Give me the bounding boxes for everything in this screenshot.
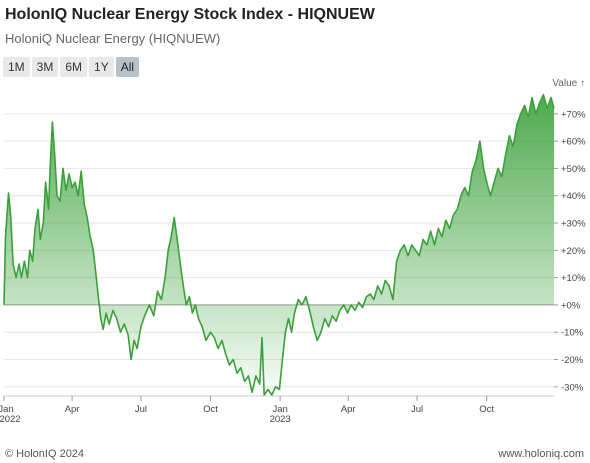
y-tick-label: +30% (561, 219, 586, 230)
x-tick-label: Oct (203, 404, 218, 415)
y-tick-label: +20% (561, 246, 586, 257)
x-tick-year-label: 2022 (0, 414, 21, 425)
x-tick-year-label: 2023 (270, 414, 291, 425)
y-tick-label: +60% (561, 137, 586, 148)
range-button-6m[interactable]: 6M (60, 57, 88, 77)
site-link[interactable]: www.holoniq.com (498, 448, 584, 460)
x-tick-label: Oct (479, 404, 494, 415)
x-tick-label: Apr (65, 404, 80, 415)
x-tick-label: Jan (272, 404, 287, 415)
range-button-1m[interactable]: 1M (3, 57, 30, 77)
range-button-1y[interactable]: 1Y (89, 57, 114, 77)
range-button-3m[interactable]: 3M (31, 57, 59, 77)
x-tick-label: Apr (341, 404, 356, 415)
y-tick-label: +70% (561, 109, 586, 120)
y-tick-label: -30% (561, 382, 584, 393)
y-tick-label: +10% (561, 273, 586, 284)
series-line (3, 93, 555, 396)
y-tick-label: +0% (561, 300, 581, 311)
copyright-text: © HolonIQ 2024 (5, 448, 85, 460)
y-tick-label: +50% (561, 164, 586, 175)
y-tick-label: -20% (561, 355, 584, 366)
x-tick-label: Jan (0, 404, 14, 415)
y-tick-label: +40% (561, 191, 586, 202)
chart-title: HolonIQ Nuclear Energy Stock Index - HIQ… (5, 6, 375, 23)
x-tick-label: Jul (135, 404, 147, 415)
range-selector: 1M 3M 6M 1Y All (3, 57, 140, 77)
y-tick-label: -10% (561, 328, 584, 339)
x-tick-label: Jul (411, 404, 423, 415)
y-axis-title: Value ↑ (552, 78, 585, 89)
range-button-all[interactable]: All (115, 57, 140, 77)
series-area-fill (4, 94, 554, 395)
chart-subtitle: HoloniQ Nuclear Energy (HIQNUEW) (5, 31, 221, 46)
